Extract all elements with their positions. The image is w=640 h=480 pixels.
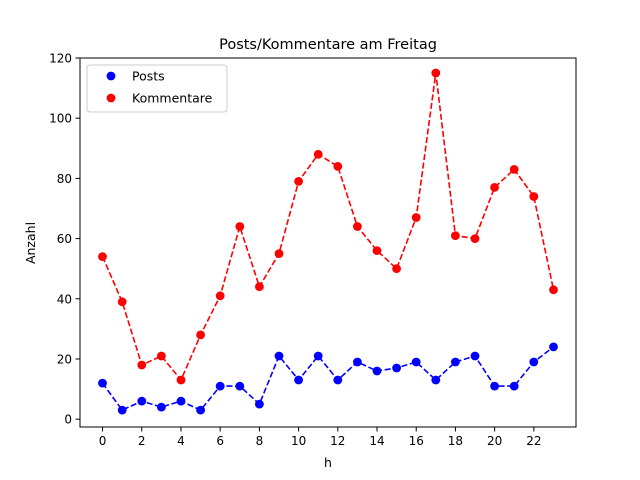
data-point bbox=[313, 149, 323, 159]
x-tick-label: 14 bbox=[369, 434, 384, 448]
x-tick-label: 6 bbox=[216, 434, 224, 448]
data-point bbox=[529, 192, 539, 201]
data-point bbox=[451, 357, 460, 367]
data-point bbox=[157, 402, 166, 412]
plot-area bbox=[80, 58, 576, 427]
legend-box bbox=[86, 64, 228, 113]
data-point bbox=[411, 213, 421, 222]
data-point bbox=[215, 381, 225, 391]
data-point bbox=[392, 264, 401, 274]
data-point bbox=[411, 357, 421, 367]
data-point bbox=[372, 246, 382, 256]
data-point bbox=[215, 291, 225, 301]
legend-marker bbox=[106, 93, 116, 103]
data-point bbox=[294, 177, 303, 186]
series-0 bbox=[98, 342, 558, 415]
legend-label: Kommentare bbox=[132, 91, 213, 106]
data-point bbox=[98, 378, 107, 388]
data-point bbox=[196, 405, 206, 415]
data-point bbox=[392, 363, 401, 373]
series-group bbox=[98, 68, 558, 415]
data-point bbox=[451, 231, 460, 241]
x-tick-label: 4 bbox=[177, 434, 185, 448]
data-point bbox=[196, 330, 206, 340]
data-point bbox=[509, 165, 519, 174]
axes-frame bbox=[79, 57, 577, 428]
data-point bbox=[313, 351, 323, 361]
series-line bbox=[101, 72, 555, 382]
data-point bbox=[235, 381, 245, 391]
axes-group: 0 2 4 6 8 10 12 14 16 18 20 22 0 20 40 60 80 100 120 bbox=[49, 52, 577, 448]
data-point bbox=[117, 405, 127, 415]
x-tick-label: 20 bbox=[487, 434, 502, 448]
data-point bbox=[274, 351, 284, 361]
data-point bbox=[235, 222, 245, 231]
x-tick-label: 10 bbox=[291, 434, 306, 448]
data-point bbox=[137, 360, 147, 370]
chart-title: Posts/Kommentare am Freitag bbox=[219, 37, 437, 53]
data-point bbox=[431, 68, 441, 78]
data-point bbox=[372, 366, 382, 376]
plot-background bbox=[80, 58, 576, 427]
series-line bbox=[101, 346, 554, 412]
data-point bbox=[333, 375, 343, 385]
data-point bbox=[490, 183, 499, 192]
series-1 bbox=[98, 68, 558, 385]
legend-marker bbox=[106, 71, 116, 81]
data-point bbox=[255, 282, 264, 292]
y-tick-label: 60 bbox=[57, 232, 72, 246]
data-point bbox=[137, 396, 147, 406]
x-tick-label: 0 bbox=[99, 434, 107, 448]
data-point bbox=[117, 297, 127, 307]
y-tick-label: 120 bbox=[49, 52, 72, 66]
data-point bbox=[294, 375, 303, 385]
data-point bbox=[176, 375, 186, 385]
data-point bbox=[490, 381, 499, 391]
data-point bbox=[157, 351, 166, 361]
x-tick-label: 16 bbox=[409, 434, 424, 448]
data-point bbox=[255, 399, 264, 409]
x-tick-label: 12 bbox=[330, 434, 345, 448]
x-tick-label: 2 bbox=[138, 434, 146, 448]
data-point bbox=[529, 357, 539, 367]
legend: Posts Kommentare bbox=[86, 64, 228, 113]
data-point bbox=[549, 342, 558, 352]
x-tick-label: 8 bbox=[256, 434, 264, 448]
data-point bbox=[353, 357, 362, 367]
data-point bbox=[176, 396, 186, 406]
y-tick-label: 40 bbox=[57, 292, 72, 306]
x-axis-label: h bbox=[324, 455, 332, 470]
data-point bbox=[470, 351, 480, 361]
data-point bbox=[549, 285, 558, 295]
data-point bbox=[470, 234, 480, 244]
legend-label: Posts bbox=[132, 69, 165, 84]
data-point bbox=[98, 252, 107, 261]
data-point bbox=[274, 249, 284, 258]
x-tick-label: 18 bbox=[448, 434, 463, 448]
data-point bbox=[353, 222, 362, 231]
y-tick-label: 0 bbox=[64, 413, 72, 427]
x-tick-label: 22 bbox=[526, 434, 541, 448]
y-tick-label: 20 bbox=[57, 352, 72, 366]
data-point bbox=[431, 375, 441, 385]
data-point bbox=[333, 162, 343, 171]
y-tick-label: 100 bbox=[49, 112, 72, 126]
y-tick-label: 80 bbox=[57, 172, 72, 186]
y-axis-label: Anzahl bbox=[23, 222, 38, 264]
data-point bbox=[509, 381, 519, 391]
